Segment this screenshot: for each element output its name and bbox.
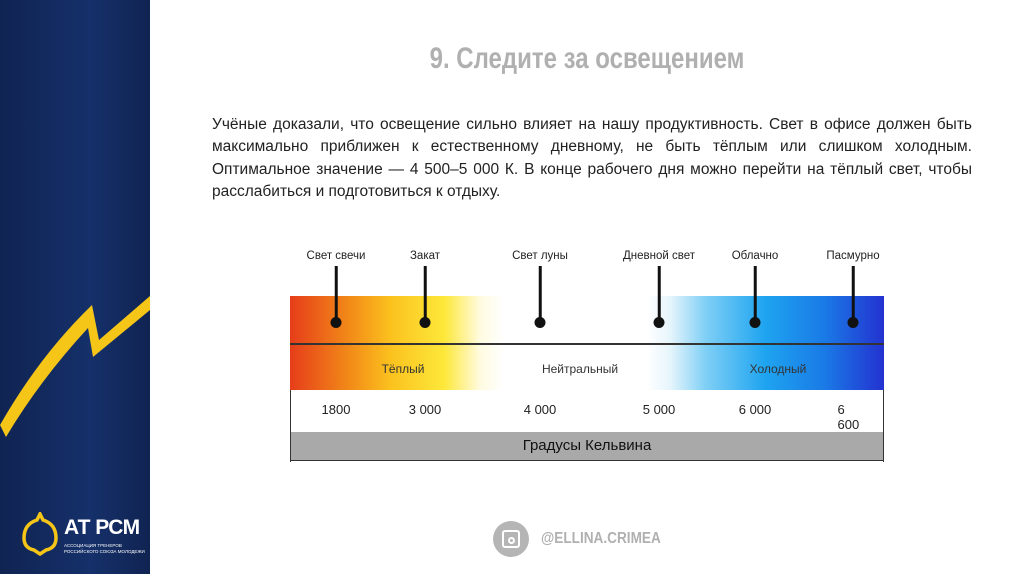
marker-dot bbox=[847, 317, 859, 328]
kelvin-value: 6 600 bbox=[837, 402, 860, 432]
leaf-logo-icon bbox=[22, 512, 58, 556]
color-temperature-gradient bbox=[290, 296, 884, 390]
zone-neutral: Нейтральный bbox=[541, 362, 619, 376]
kelvin-value: 1800 bbox=[321, 402, 351, 417]
marker-label: Пасмурно bbox=[826, 250, 880, 262]
kelvin-value: 6 000 bbox=[738, 402, 772, 417]
divider-line bbox=[290, 343, 884, 345]
slide-title: 9. Следите за освещением bbox=[429, 42, 745, 75]
marker-stem bbox=[423, 266, 427, 321]
marker-label: Закат bbox=[409, 250, 441, 262]
kelvin-value: 4 000 bbox=[523, 402, 557, 417]
marker-stem bbox=[334, 266, 338, 321]
marker-dot bbox=[419, 317, 431, 328]
logo: АТ РСМ АССОЦИАЦИЯ ТРЕНЕРОВ РОССИЙСКОГО С… bbox=[20, 512, 150, 562]
logo-name: АТ РСМ bbox=[64, 516, 140, 539]
marker-label: Облачно bbox=[731, 250, 779, 262]
marker-dot bbox=[749, 317, 761, 328]
marker-dot bbox=[534, 317, 546, 328]
marker-stem bbox=[753, 266, 757, 321]
marker-label: Свет свечи bbox=[306, 250, 366, 262]
scale-frame bbox=[290, 390, 884, 462]
marker-stem bbox=[851, 266, 855, 321]
instagram-icon[interactable] bbox=[493, 521, 529, 557]
marker-stem bbox=[538, 266, 542, 321]
kelvin-scale: Свет свечи 1800 Закат 3 000 Свет луны 4 00… bbox=[290, 240, 884, 462]
unit-label: Градусы Кельвина bbox=[290, 432, 884, 461]
marker-label: Дневной свет bbox=[622, 250, 696, 262]
lightning-decoration-icon bbox=[0, 296, 150, 437]
marker-dot bbox=[653, 317, 665, 328]
instagram-handle[interactable]: @ELLINA.CRIMEA bbox=[541, 530, 661, 547]
kelvin-value: 5 000 bbox=[642, 402, 676, 417]
marker-stem bbox=[657, 266, 661, 321]
kelvin-value: 3 000 bbox=[408, 402, 442, 417]
logo-subtitle-1: АССОЦИАЦИЯ ТРЕНЕРОВ bbox=[64, 543, 122, 548]
logo-subtitle-2: РОССИЙСКОГО СОЮЗА МОЛОДЕЖИ bbox=[64, 549, 145, 554]
zone-cold: Холодный bbox=[749, 362, 807, 376]
marker-dot bbox=[330, 317, 342, 328]
marker-label: Свет луны bbox=[512, 250, 568, 262]
body-text: Учёные доказали, что освещение сильно вл… bbox=[212, 116, 972, 200]
zone-warm: Тёплый bbox=[381, 362, 425, 376]
sidebar: АТ РСМ АССОЦИАЦИЯ ТРЕНЕРОВ РОССИЙСКОГО С… bbox=[0, 0, 150, 574]
